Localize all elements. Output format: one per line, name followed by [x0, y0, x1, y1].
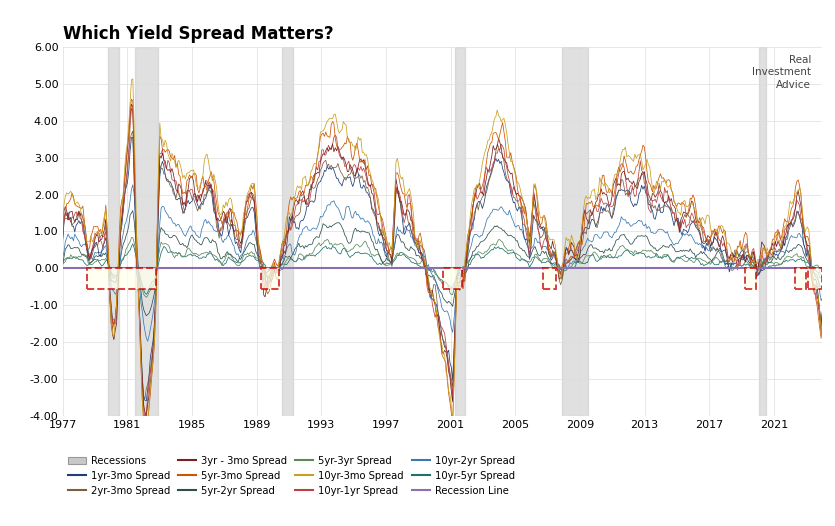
Bar [562, 47, 588, 416]
Text: Which Yield Spread Matters?: Which Yield Spread Matters? [63, 25, 333, 43]
FancyBboxPatch shape [795, 268, 807, 288]
Bar [455, 47, 465, 416]
FancyBboxPatch shape [261, 268, 279, 288]
Bar [282, 47, 293, 416]
Bar [135, 47, 158, 416]
Legend: Recessions, 1yr-3mo Spread, 2yr-3mo Spread, 3yr - 3mo Spread, 5yr-3mo Spread, 5y: Recessions, 1yr-3mo Spread, 2yr-3mo Spre… [68, 456, 515, 495]
Bar [759, 47, 766, 416]
FancyBboxPatch shape [745, 268, 757, 288]
FancyBboxPatch shape [443, 268, 462, 288]
Bar [109, 47, 119, 416]
FancyBboxPatch shape [808, 268, 822, 288]
Text: Real
Investment
Advice: Real Investment Advice [752, 55, 811, 89]
FancyBboxPatch shape [543, 268, 556, 288]
FancyBboxPatch shape [87, 268, 156, 288]
